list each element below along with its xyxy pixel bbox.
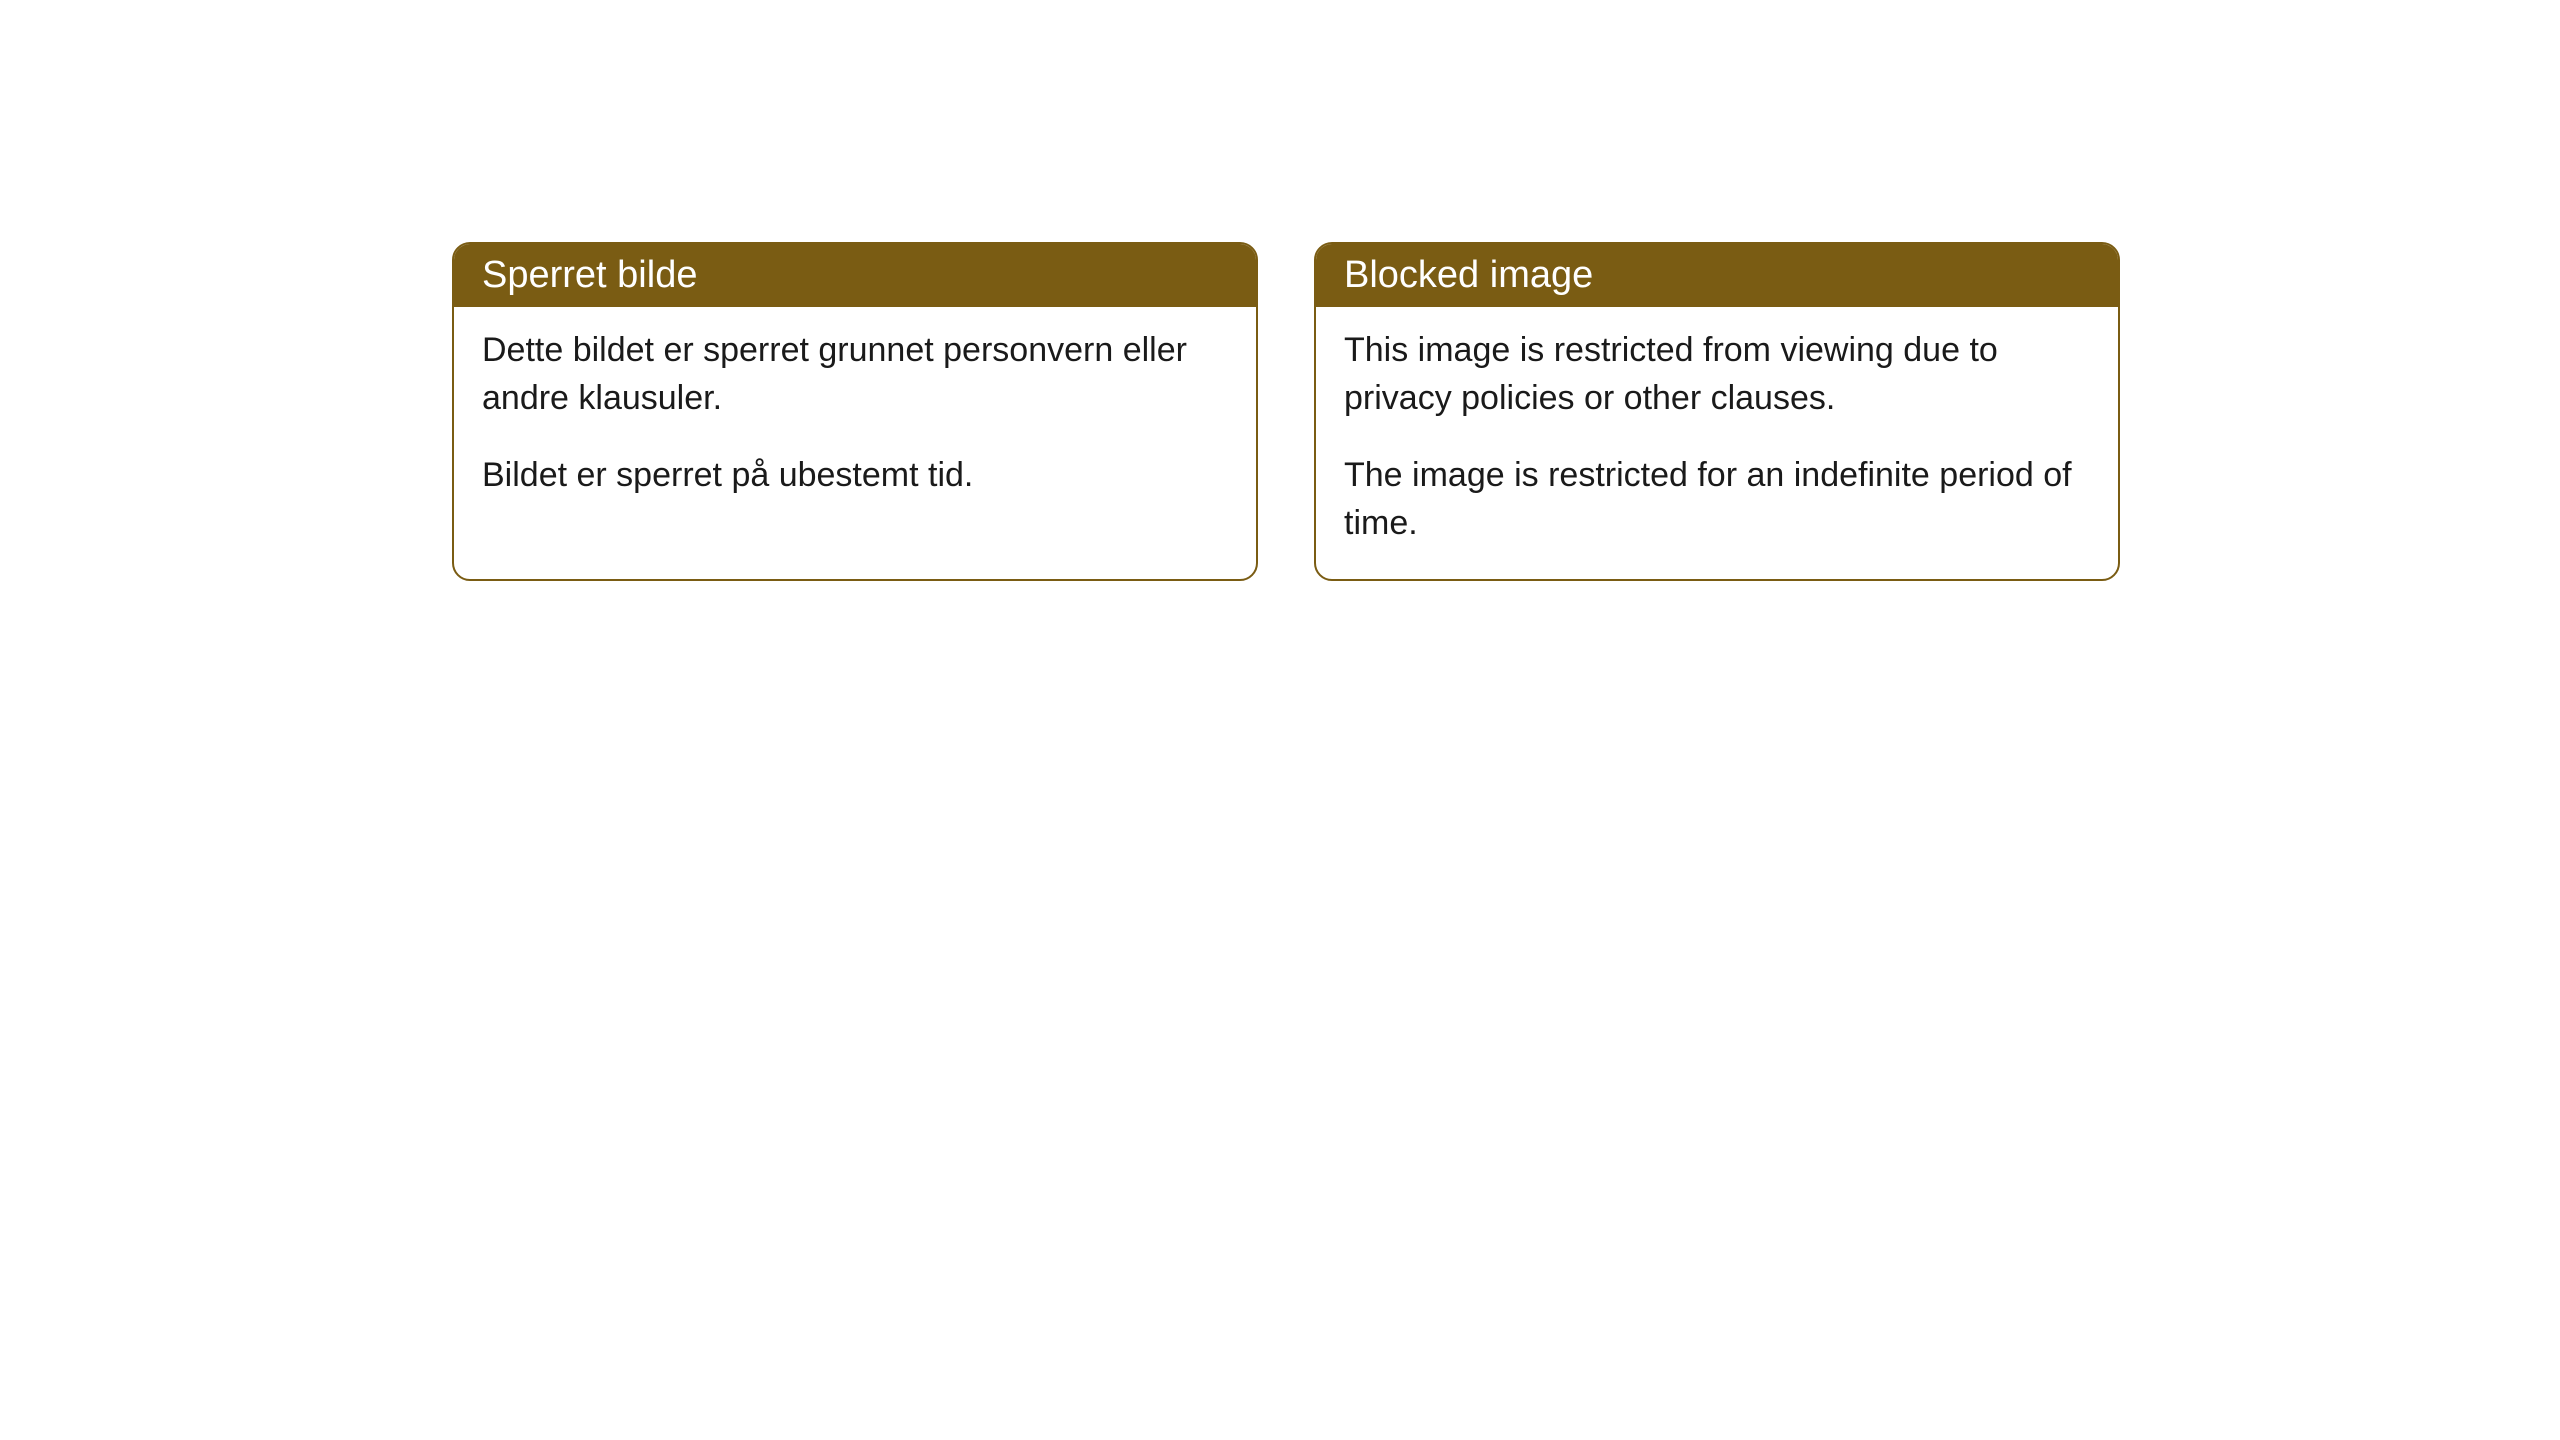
card-title: Blocked image xyxy=(1344,254,1593,296)
card-paragraph: Dette bildet er sperret grunnet personve… xyxy=(482,327,1228,422)
notice-card-norwegian: Sperret bilde Dette bildet er sperret gr… xyxy=(452,242,1258,581)
card-header-english: Blocked image xyxy=(1316,244,2118,307)
notice-card-english: Blocked image This image is restricted f… xyxy=(1314,242,2120,581)
card-body-english: This image is restricted from viewing du… xyxy=(1316,307,2118,579)
card-paragraph: This image is restricted from viewing du… xyxy=(1344,327,2090,422)
card-title: Sperret bilde xyxy=(482,254,697,296)
card-paragraph: The image is restricted for an indefinit… xyxy=(1344,452,2090,547)
card-body-norwegian: Dette bildet er sperret grunnet personve… xyxy=(454,307,1256,532)
notice-cards-container: Sperret bilde Dette bildet er sperret gr… xyxy=(0,0,2560,581)
card-paragraph: Bildet er sperret på ubestemt tid. xyxy=(482,452,1228,500)
card-header-norwegian: Sperret bilde xyxy=(454,244,1256,307)
